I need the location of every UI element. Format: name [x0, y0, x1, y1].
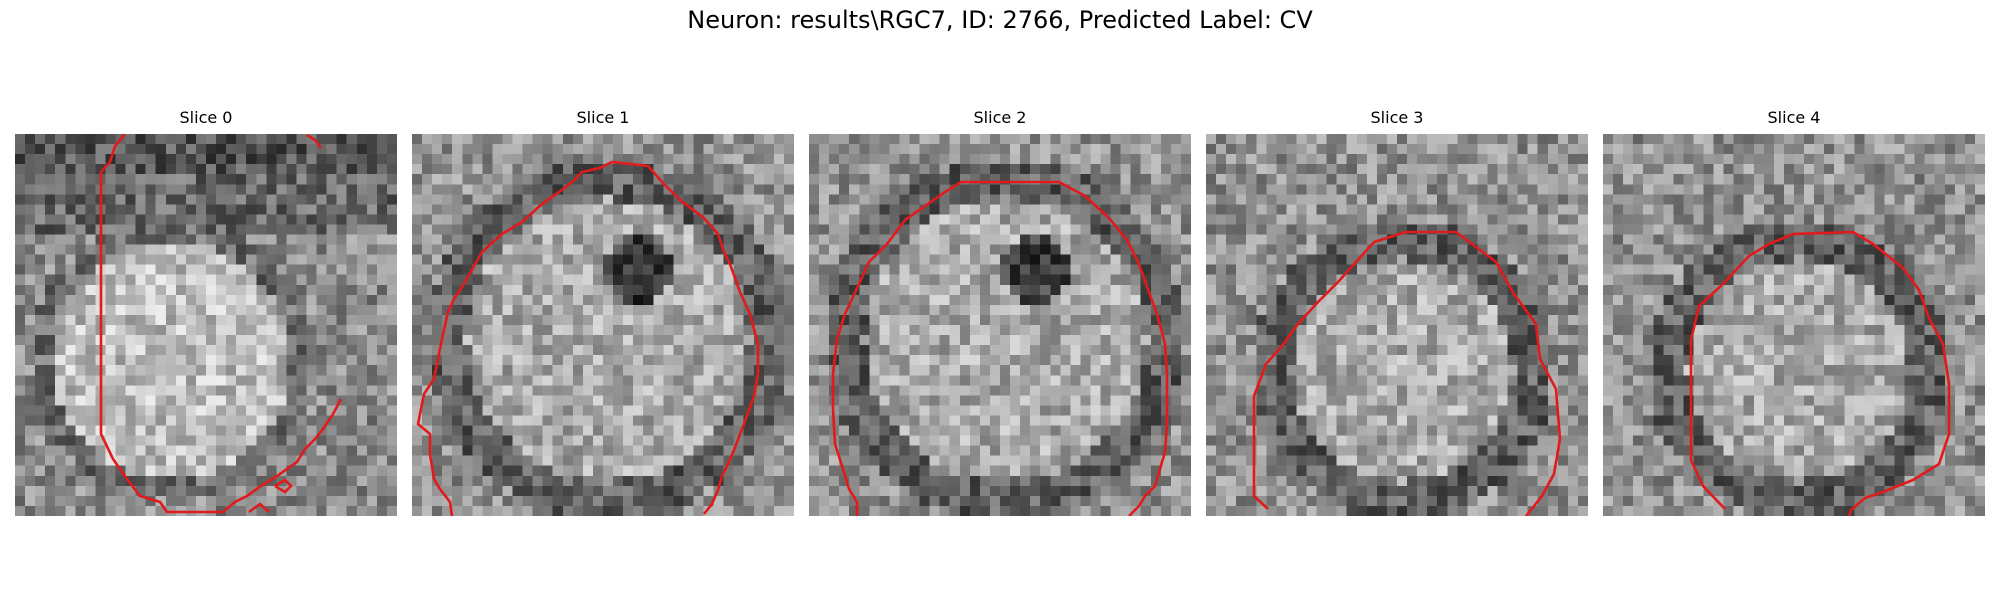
grayscale-image	[1603, 134, 1985, 516]
segmentation-contour	[831, 180, 1169, 516]
grayscale-image	[809, 134, 1191, 516]
slice-title: Slice 2	[973, 108, 1027, 127]
slice-image	[412, 134, 794, 516]
slice-panel-1: Slice 1	[412, 108, 794, 516]
slice-image	[1603, 134, 1985, 516]
contour-overlay	[1252, 230, 1562, 516]
slice-panel-0: Slice 0	[15, 108, 397, 516]
grayscale-image	[1206, 134, 1588, 516]
segmentation-contour	[99, 134, 343, 514]
segmentation-contour	[1689, 230, 1951, 516]
contour-overlay	[831, 180, 1169, 516]
slice-image	[809, 134, 1191, 516]
segmentation-contour	[416, 160, 760, 516]
contour-overlay	[416, 160, 760, 516]
slice-title: Slice 3	[1370, 108, 1424, 127]
figure-title: Neuron: results\RGC7, ID: 2766, Predicte…	[687, 6, 1313, 34]
slice-image	[1206, 134, 1588, 516]
slice-panel-3: Slice 3	[1206, 108, 1588, 516]
segmentation-contour-fragment	[248, 502, 270, 514]
segmentation-contour-fragment	[306, 134, 323, 149]
slice-panel-2: Slice 2	[809, 108, 1191, 516]
grayscale-image	[412, 134, 794, 516]
slice-title: Slice 1	[576, 108, 630, 127]
segmentation-contour-fragment	[274, 478, 293, 494]
slice-title: Slice 4	[1767, 108, 1821, 127]
slice-title: Slice 0	[179, 108, 233, 127]
contour-overlay	[1689, 230, 1951, 516]
slice-image	[15, 134, 397, 516]
segmentation-contour	[1252, 230, 1562, 516]
contour-overlay	[99, 134, 343, 514]
grayscale-image	[15, 134, 397, 516]
slice-panel-4: Slice 4	[1603, 108, 1985, 516]
